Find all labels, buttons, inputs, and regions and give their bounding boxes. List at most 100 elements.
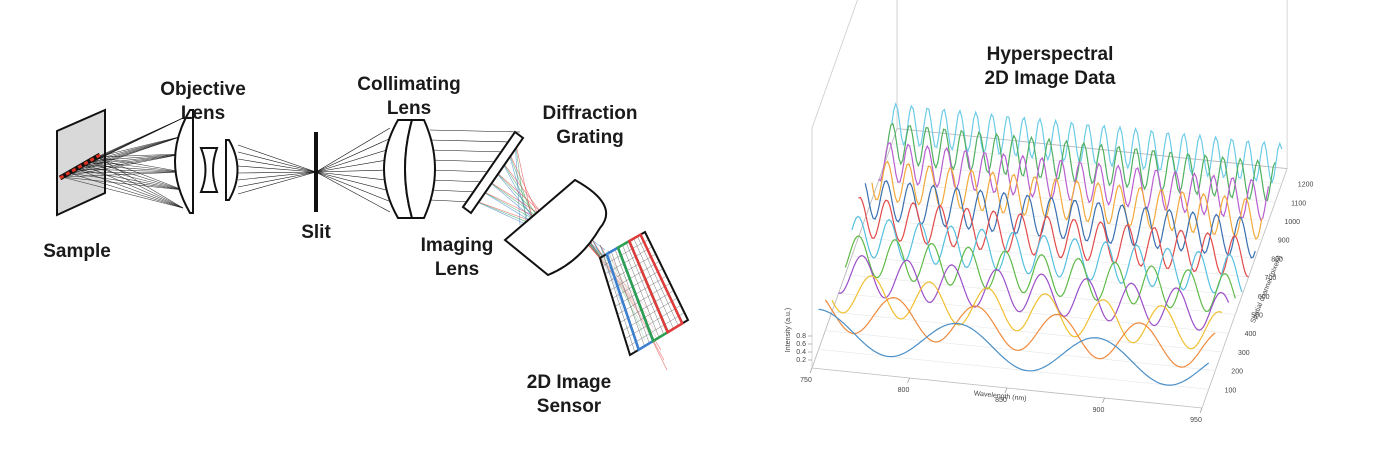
spectrum-curve bbox=[891, 102, 1283, 185]
ray-color bbox=[514, 139, 527, 223]
ray bbox=[89, 160, 184, 191]
waterfall-plot: 100 200 300 400 500 600 700 800 900 1000 1100 1200 7… bbox=[785, 0, 1313, 424]
ray bbox=[237, 165, 317, 173]
label: Sensor bbox=[537, 396, 602, 417]
label: Collimating bbox=[357, 74, 460, 95]
optics-labels: Objective Lens Sample Slit Collimating Lens Di… bbox=[43, 74, 637, 417]
ray bbox=[237, 171, 317, 188]
y-tick-label: 700 bbox=[1265, 275, 1277, 282]
objective-lens-3 bbox=[225, 139, 239, 201]
z-tick-label: 0.2 bbox=[796, 357, 806, 364]
x-tick-label: 800 bbox=[898, 387, 910, 394]
ray bbox=[315, 171, 391, 202]
grid-line bbox=[891, 143, 1282, 184]
y-axis-label: Spatial channel (pixels) bbox=[1250, 255, 1284, 325]
ray bbox=[237, 144, 317, 173]
ray bbox=[82, 153, 184, 166]
ray bbox=[429, 169, 493, 173]
objective-lens-1 bbox=[174, 109, 194, 214]
ray-color bbox=[507, 149, 531, 230]
ray bbox=[96, 117, 184, 158]
x-tick bbox=[1102, 397, 1105, 404]
spectrum-curve bbox=[858, 196, 1249, 278]
ray bbox=[75, 168, 184, 191]
ray bbox=[96, 156, 184, 173]
ray bbox=[315, 148, 391, 173]
y-tick-label: 600 bbox=[1258, 294, 1270, 301]
image-sensor bbox=[598, 230, 690, 357]
ray bbox=[429, 189, 480, 193]
grid-line bbox=[818, 349, 1209, 390]
x-tick-label: 900 bbox=[1093, 407, 1105, 414]
ray-color bbox=[514, 139, 533, 220]
ray bbox=[96, 156, 184, 191]
sample-plate bbox=[56, 108, 106, 217]
spectrum-curve bbox=[844, 235, 1236, 313]
ray bbox=[96, 153, 184, 158]
label: Imaging bbox=[421, 235, 494, 256]
spectrum-curve bbox=[818, 308, 1210, 386]
x-tick bbox=[809, 367, 813, 374]
grid-line bbox=[845, 274, 1236, 315]
ray-color bbox=[514, 139, 521, 226]
label: Grating bbox=[556, 127, 624, 148]
ray bbox=[61, 171, 184, 178]
ray bbox=[237, 171, 317, 195]
plot-title: 2D Image Data bbox=[985, 68, 1116, 89]
ray bbox=[96, 156, 184, 209]
ray bbox=[315, 171, 391, 192]
label: Diffraction bbox=[543, 103, 638, 124]
grid-line bbox=[858, 236, 1249, 278]
y-tick-label: 100 bbox=[1225, 387, 1237, 394]
ray bbox=[429, 159, 500, 163]
z-axis-label: Intensity (a.u.) bbox=[785, 308, 792, 352]
y-tick-label: 300 bbox=[1238, 350, 1250, 357]
ray bbox=[75, 168, 184, 209]
ray bbox=[89, 160, 184, 209]
spectrum-curve bbox=[838, 254, 1230, 331]
spectrum-curve bbox=[824, 296, 1216, 368]
spectrum-curve bbox=[851, 215, 1243, 294]
ray bbox=[75, 153, 184, 170]
x-tick-label: 950 bbox=[1190, 417, 1202, 424]
ray bbox=[82, 164, 184, 191]
grid-line bbox=[838, 292, 1229, 334]
ray bbox=[429, 149, 507, 153]
ray-color bbox=[507, 149, 543, 224]
x-tick bbox=[907, 377, 910, 384]
y-tick-label: 1000 bbox=[1285, 219, 1301, 226]
ray bbox=[96, 135, 184, 158]
y-tick-label: 400 bbox=[1245, 331, 1257, 338]
label: Lens bbox=[387, 98, 431, 119]
label: Lens bbox=[435, 259, 479, 280]
z-tick-label: 0.8 bbox=[796, 333, 806, 340]
diffraction-grating bbox=[461, 130, 525, 215]
plot-title: Hyperspectral bbox=[987, 44, 1114, 65]
ray bbox=[89, 153, 184, 162]
ray bbox=[61, 176, 184, 191]
ray bbox=[315, 169, 391, 173]
ray bbox=[315, 159, 391, 173]
z-tick-label: 0.4 bbox=[796, 349, 806, 356]
grid-line bbox=[865, 218, 1256, 259]
floor bbox=[811, 128, 1288, 409]
imaging-lens bbox=[503, 178, 608, 277]
y-tick-label: 1100 bbox=[1291, 200, 1306, 207]
x-tick-label: 850 bbox=[995, 397, 1007, 404]
label: Lens bbox=[181, 103, 225, 124]
ray bbox=[68, 172, 184, 209]
label: Objective bbox=[160, 79, 246, 100]
x-tick bbox=[1199, 407, 1203, 414]
spectrum-curve bbox=[864, 179, 1256, 259]
ray bbox=[68, 172, 184, 191]
optics-diagram: Objective Lens Sample Slit Collimating Lens Di… bbox=[43, 74, 690, 417]
ray bbox=[315, 171, 391, 213]
objective-lens-2 bbox=[199, 147, 219, 193]
ray bbox=[61, 176, 184, 209]
x-tick bbox=[1004, 387, 1008, 394]
y-tick-label: 800 bbox=[1271, 256, 1283, 263]
ray bbox=[237, 171, 317, 181]
y-tick-label: 200 bbox=[1231, 369, 1243, 376]
label: Sample bbox=[43, 241, 111, 262]
label: Slit bbox=[301, 222, 331, 243]
